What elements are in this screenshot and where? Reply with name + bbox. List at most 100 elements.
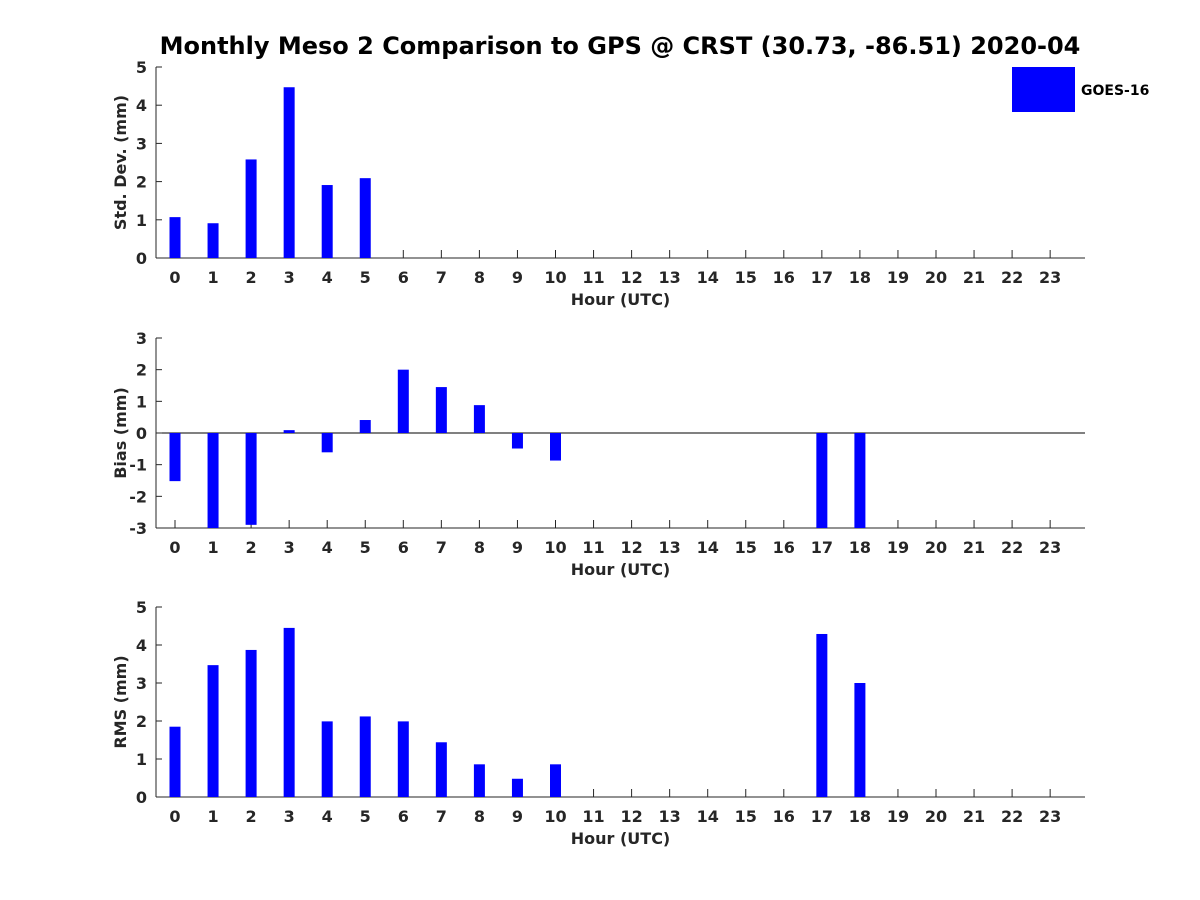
y-tick-label: 2	[136, 173, 147, 192]
x-tick-label: 12	[620, 538, 642, 557]
legend: GOES-16	[1012, 67, 1149, 112]
y-axis-label: Std. Dev. (mm)	[111, 95, 130, 230]
x-tick-label: 1	[207, 807, 218, 826]
x-tick-label: 4	[322, 807, 333, 826]
y-tick-label: 2	[136, 712, 147, 731]
x-tick-label: 21	[963, 268, 985, 287]
bar	[283, 430, 295, 433]
x-tick-label: 20	[925, 807, 947, 826]
bar	[511, 433, 523, 449]
bar	[283, 87, 295, 258]
x-tick-label: 6	[398, 538, 409, 557]
bar	[359, 178, 371, 258]
x-tick-label: 7	[436, 807, 447, 826]
x-tick-label: 20	[925, 538, 947, 557]
x-tick-label: 10	[544, 268, 566, 287]
x-tick-label: 9	[512, 807, 523, 826]
bar	[283, 627, 295, 797]
y-tick-label: 0	[136, 424, 147, 443]
bar	[245, 433, 257, 525]
bar	[359, 716, 371, 797]
x-tick-label: 11	[582, 538, 604, 557]
x-tick-label: 22	[1001, 268, 1023, 287]
y-axis-label: RMS (mm)	[111, 655, 130, 748]
x-tick-label: 15	[735, 268, 757, 287]
x-tick-label: 18	[849, 538, 871, 557]
x-tick-label: 12	[620, 268, 642, 287]
x-tick-label: 16	[773, 538, 795, 557]
x-axis-label: Hour (UTC)	[571, 290, 671, 309]
x-tick-label: 16	[773, 807, 795, 826]
bar	[397, 369, 409, 433]
x-tick-label: 14	[697, 268, 719, 287]
bar	[321, 721, 333, 797]
x-tick-label: 12	[620, 807, 642, 826]
x-tick-label: 11	[582, 807, 604, 826]
bar	[854, 683, 866, 797]
bar	[816, 633, 828, 797]
bar	[816, 433, 828, 528]
x-tick-label: 4	[322, 538, 333, 557]
x-tick-label: 5	[360, 268, 371, 287]
figure-title: Monthly Meso 2 Comparison to GPS @ CRST …	[160, 32, 1081, 60]
x-axis-label: Hour (UTC)	[571, 829, 671, 848]
y-tick-label: -3	[129, 519, 147, 538]
x-tick-label: 15	[735, 807, 757, 826]
legend-label: GOES-16	[1081, 83, 1149, 99]
bar	[245, 649, 257, 797]
x-tick-label: 9	[512, 268, 523, 287]
bar	[207, 665, 219, 797]
x-tick-label: 21	[963, 538, 985, 557]
x-tick-label: 7	[436, 268, 447, 287]
x-tick-label: 5	[360, 538, 371, 557]
bar	[435, 742, 447, 797]
x-axis-label: Hour (UTC)	[571, 560, 671, 579]
bar	[245, 159, 257, 258]
x-tick-label: 4	[322, 268, 333, 287]
y-tick-label: 1	[136, 392, 147, 411]
x-tick-label: 0	[169, 538, 180, 557]
x-tick-label: 17	[811, 268, 833, 287]
x-tick-label: 20	[925, 268, 947, 287]
x-tick-label: 15	[735, 538, 757, 557]
y-tick-label: -2	[129, 487, 147, 506]
x-tick-label: 18	[849, 268, 871, 287]
x-tick-label: 14	[697, 807, 719, 826]
x-tick-label: 6	[398, 807, 409, 826]
y-tick-label: 3	[136, 329, 147, 348]
x-tick-label: 1	[207, 538, 218, 557]
y-tick-label: -1	[129, 456, 147, 475]
x-tick-label: 19	[887, 268, 909, 287]
x-tick-label: 6	[398, 268, 409, 287]
x-tick-label: 19	[887, 538, 909, 557]
x-tick-label: 11	[582, 268, 604, 287]
y-tick-label: 2	[136, 361, 147, 380]
x-tick-label: 17	[811, 538, 833, 557]
y-tick-label: 4	[136, 96, 147, 115]
y-tick-label: 4	[136, 636, 147, 655]
bar	[473, 764, 485, 797]
bar	[359, 420, 371, 433]
bar	[321, 185, 333, 258]
x-tick-label: 10	[544, 538, 566, 557]
bar	[397, 721, 409, 797]
x-tick-label: 23	[1039, 807, 1061, 826]
bar	[550, 433, 561, 461]
x-tick-label: 8	[474, 807, 485, 826]
bar	[550, 764, 561, 797]
x-tick-label: 17	[811, 807, 833, 826]
x-tick-label: 22	[1001, 538, 1023, 557]
bar	[321, 433, 333, 453]
x-tick-label: 14	[697, 538, 719, 557]
x-tick-label: 3	[284, 268, 295, 287]
y-tick-label: 5	[136, 598, 147, 617]
legend-swatch	[1012, 67, 1075, 112]
bar	[169, 726, 181, 797]
x-tick-label: 2	[246, 807, 257, 826]
x-tick-label: 8	[474, 268, 485, 287]
bar	[854, 433, 866, 528]
